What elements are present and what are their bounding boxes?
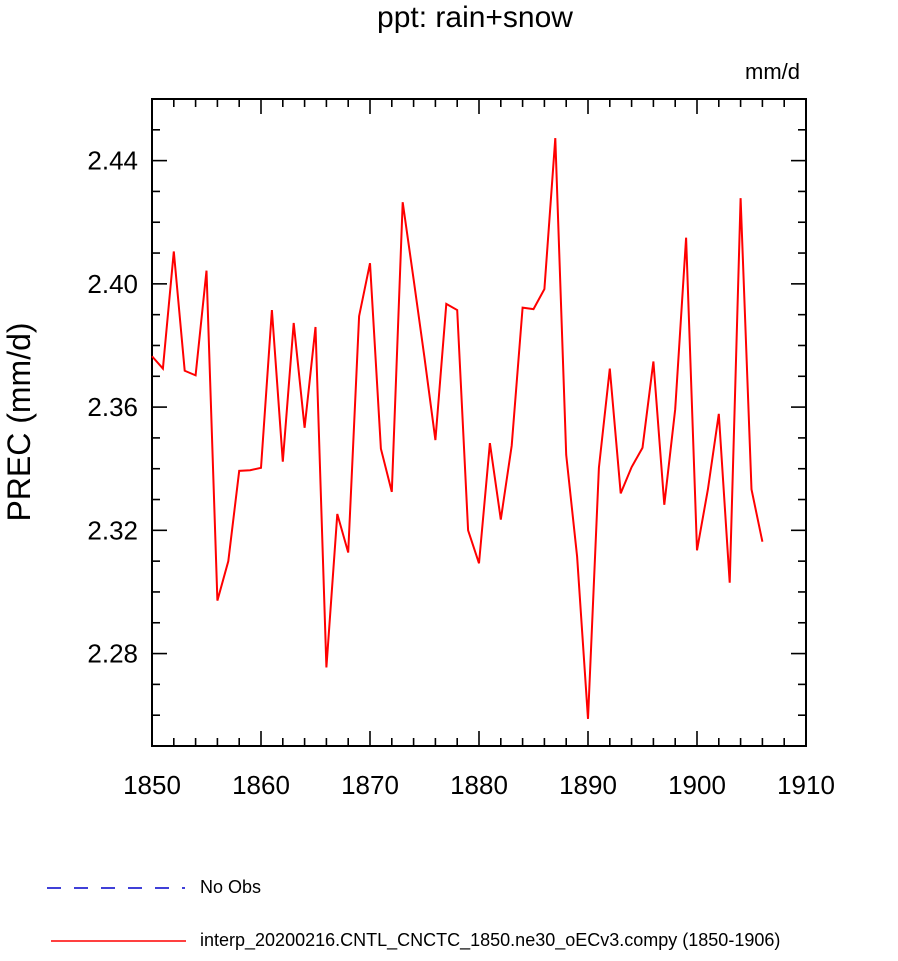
plot-frame [151, 98, 807, 747]
axis-tick-labels: 1850 1860 1870 1880 1890 1900 1910 2.28 2.32 2.36… [87, 146, 835, 800]
units-label: mm/d [745, 59, 800, 84]
legend-swatch-no-obs [47, 887, 185, 889]
y-tick-label: 2.28 [87, 639, 138, 669]
y-tick-label: 2.40 [87, 269, 138, 299]
legend-item-model: interp_20200216.CNTL_CNCTC_1850.ne30_oEC… [0, 921, 898, 961]
x-tick-label: 1900 [668, 770, 726, 800]
series-layer [151, 138, 764, 719]
series-line-1 [151, 138, 764, 719]
y-axis-title: PREC (mm/d) [1, 322, 37, 521]
y-tick-label: 2.32 [87, 515, 138, 545]
legend-item-no-obs: No Obs [0, 868, 898, 908]
x-tick-label: 1880 [450, 770, 508, 800]
x-tick-label: 1910 [777, 770, 835, 800]
legend-label-model: interp_20200216.CNTL_CNCTC_1850.ne30_oEC… [200, 930, 781, 950]
chart-title: ppt: rain+snow [377, 1, 573, 34]
legend-label-no-obs: No Obs [200, 877, 262, 897]
x-tick-label: 1850 [123, 770, 181, 800]
y-tick-label: 2.36 [87, 392, 138, 422]
x-tick-label: 1860 [232, 770, 290, 800]
legend-swatch-model [51, 940, 186, 942]
axis-ticks [151, 98, 807, 747]
x-tick-label: 1870 [341, 770, 399, 800]
y-tick-label: 2.44 [87, 146, 138, 176]
x-tick-label: 1890 [559, 770, 617, 800]
